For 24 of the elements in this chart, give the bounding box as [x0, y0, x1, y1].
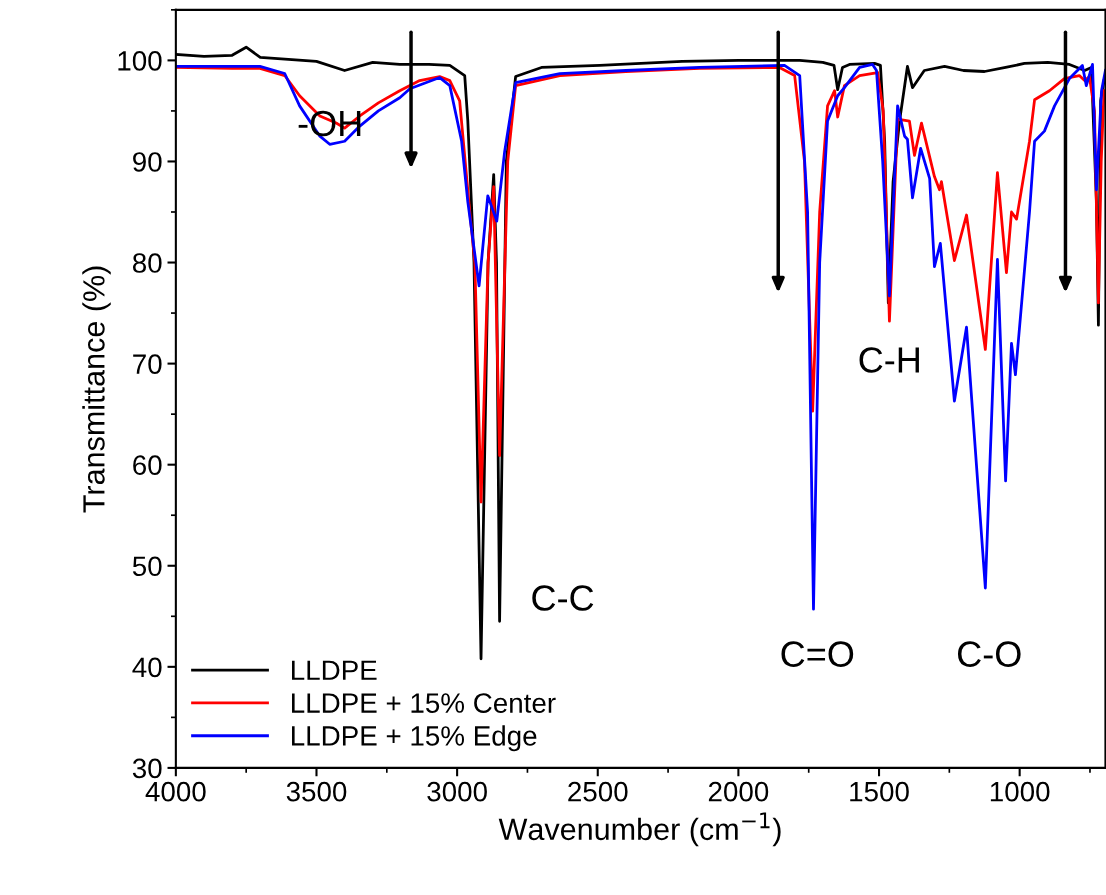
legend-label: LLDPE + 15% Edge [292, 725, 537, 752]
legend-label: LLDPE + 15% Center [292, 693, 556, 713]
y-tick-label: 50 [132, 556, 162, 577]
x-tick-label: 2000 [708, 781, 769, 802]
annotation: C=O [781, 641, 854, 667]
y-tick-label: 80 [132, 253, 162, 273]
annotation: C-H [859, 347, 919, 373]
x-tick-label: 1500 [850, 781, 909, 802]
y-tick-label: 60 [133, 455, 162, 476]
x-tick-label: 1000 [990, 781, 1050, 802]
x-tick-label: 2500 [568, 781, 628, 802]
annotation: C-C [532, 585, 594, 611]
x-tick-label: 4000 [145, 781, 206, 802]
x-tick-label: 3500 [286, 781, 347, 802]
y-tick-label: 40 [132, 657, 162, 678]
legend-label: LLDPE [292, 660, 377, 680]
y-tick-label: 90 [133, 152, 162, 172]
y-tick-label: 100 [118, 51, 162, 71]
x-axis-title: Wavenumber (cm$^{−1}$) [498, 812, 781, 847]
y-axis-title: Transmittance (%) [82, 266, 111, 513]
x-tick-label: 3000 [427, 781, 487, 802]
annotation: C-O [957, 641, 1021, 667]
y-tick-label: 30 [132, 758, 162, 779]
y-tick-label: 70 [133, 354, 162, 374]
